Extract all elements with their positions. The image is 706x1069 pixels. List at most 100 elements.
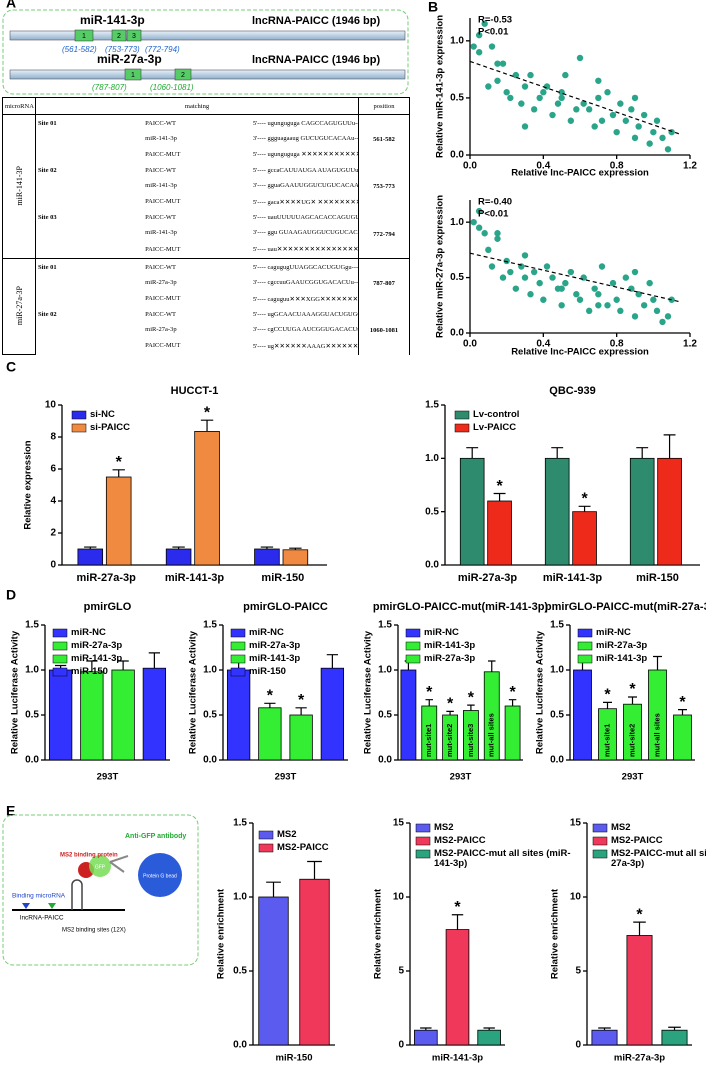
x-tick-label: 1.2: [683, 339, 697, 350]
legend-item: MS2-PAICC: [611, 836, 663, 846]
point: [585, 307, 593, 315]
legend-label: miR-27a-3p: [71, 641, 123, 651]
site-number: 2: [181, 72, 185, 79]
legend-swatch: [415, 836, 431, 846]
site-range: (753-773): [105, 45, 140, 54]
y-axis-label: Relative Luciferase Activity: [10, 630, 21, 754]
point: [646, 140, 653, 147]
legend-item: si-PAICC: [90, 423, 130, 433]
bar: [544, 457, 570, 566]
point: [609, 111, 617, 119]
chart-title: pmirGLO-PAICC-mut(miR-27a-3p): [545, 601, 706, 613]
error-bar: [446, 710, 454, 715]
x-axis-label: miR-141-3p: [432, 1053, 483, 1064]
panel-label: A: [6, 0, 16, 11]
bead-label: Protein G bead: [143, 873, 177, 879]
legend-swatch: [258, 830, 274, 840]
legend-swatch: [454, 410, 470, 420]
point: [521, 83, 529, 90]
error-bar: [636, 447, 649, 459]
sequence: 3'---- cgCCUUGA AUCGGUGACACUu---5': [252, 326, 359, 334]
row-label: PAICC-MUT: [145, 295, 181, 302]
legend-label: MS2-PAICC: [277, 843, 329, 853]
legend-swatch: [71, 410, 87, 420]
point: [653, 117, 661, 124]
legend-item: MS2: [277, 830, 297, 840]
site-number: 3: [132, 33, 136, 40]
point: [543, 83, 551, 90]
panel-label: C: [6, 359, 16, 375]
x-axis-label: Relative lnc-PAICC expression: [511, 168, 649, 179]
annotation: P<0.01: [478, 209, 509, 220]
sequence: 5'---- ugunguguga ✕✕✕✕✕✕✕✕✕✕✕u---3': [252, 151, 359, 159]
sequence: 5'---- ugGCAACUAAAGGUACUGUGG---3': [252, 311, 359, 319]
site-label: Site 02: [38, 311, 57, 319]
significance: *: [204, 404, 211, 421]
legend-item: miR-NC: [424, 628, 459, 638]
x-tick-label: 1.2: [683, 161, 697, 172]
y-tick-label: 0.0: [378, 755, 392, 766]
y-tick-label: 0.0: [233, 1040, 247, 1051]
legend-label: miR-141-3p: [596, 654, 648, 664]
gfp: [89, 855, 111, 877]
mirna-marker: [48, 903, 56, 909]
point: [530, 106, 538, 113]
chart-title: HUCCT-1: [171, 385, 219, 397]
legend-label: miR-27a-3p: [249, 641, 301, 651]
legend-swatch: [415, 849, 431, 859]
point: [585, 106, 593, 113]
point: [494, 235, 501, 242]
bar: [414, 1029, 438, 1046]
y-tick-label: 6: [50, 464, 56, 475]
error-bar: [663, 434, 676, 459]
diagram-frame: [2, 9, 409, 95]
error-bar: [488, 660, 496, 672]
legend-label: miR-141-3p: [249, 654, 301, 664]
error-bar: [289, 547, 302, 550]
point: [475, 31, 483, 39]
x-tick-label: miR-141-3p: [543, 572, 603, 584]
error-bar: [653, 655, 662, 670]
table-row: PAICC-MUT 5'---- caguguu✕✕✕XGG✕✕✕✕✕✕✕✕gu-…: [3, 290, 410, 307]
point: [543, 263, 551, 270]
legend-label: miR-NC: [249, 628, 284, 638]
y-tick-label: 0.0: [25, 755, 39, 766]
mirna-label: miR-141-3p: [80, 13, 145, 27]
y-tick-label: 1.5: [203, 620, 217, 631]
legend-item: miR-27a-3p: [596, 641, 647, 651]
legend-label: Lv-PAICC: [473, 423, 517, 433]
site-label: Site 02: [38, 167, 57, 175]
legend-label: miR-150: [249, 667, 286, 677]
y-tick-label: 1.0: [450, 35, 464, 46]
bar: [487, 500, 512, 566]
bar: [48, 669, 73, 761]
legend-label: miR-NC: [424, 628, 459, 638]
table-row: miR-27a-3p 3'---- cgCCUUGA AUCGGUGACACUu-…: [3, 322, 410, 337]
point: [499, 274, 507, 281]
point: [631, 134, 639, 142]
y-axis-label: Relative enrichment: [550, 888, 561, 979]
sequence: 3'---- ggguagaaug GUCUGUCACAAu---5': [252, 134, 359, 142]
legend-item: miR-141-3p: [596, 654, 648, 664]
point: [540, 296, 547, 303]
table-row: miR-27a-3P Site 01 PAICC-WT 5'---- cagugugU…: [2, 258, 410, 355]
x-tick-label: 0.0: [463, 339, 477, 350]
legend-label: miR-141-3p: [71, 654, 123, 664]
point: [617, 100, 624, 107]
point: [494, 230, 501, 237]
point: [622, 274, 630, 281]
significance: *: [581, 491, 588, 508]
error-bar: [467, 704, 475, 711]
error-bar: [578, 505, 591, 512]
row-label: PAICC-MUT: [145, 245, 181, 253]
point: [527, 291, 534, 298]
bar: [573, 669, 592, 761]
point: [617, 307, 624, 315]
point: [580, 274, 587, 281]
legend-swatch: [52, 654, 68, 664]
bar: [289, 714, 313, 761]
point: [613, 128, 620, 136]
row-label: PAICC-WT: [145, 167, 176, 175]
point: [653, 307, 661, 315]
